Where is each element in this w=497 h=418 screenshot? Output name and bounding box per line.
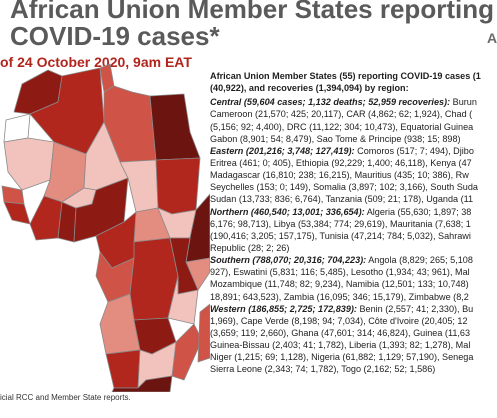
- title-line-1: African Union Member States reporting: [10, 0, 494, 24]
- region-northern-line-3: (190,416; 3,205; 157,175), Tunisia (47,2…: [210, 230, 471, 241]
- region-central-line-4: Gabon (8,901; 54; 8,479), Sao Tome & Pri…: [210, 133, 461, 144]
- region-western-line-4: Guinea-Bissau (2,403; 41; 1,782), Liberi…: [210, 340, 471, 351]
- region-eastern-line-3: Madagascar (16,810; 238; 16,215), Maurit…: [210, 170, 469, 181]
- map-region-mozambique: [171, 323, 203, 381]
- map-region-guinea: [3, 201, 31, 225]
- map-region-madagascar: [197, 303, 210, 363]
- region-heading-central: Central (59,604 cases; 1,132 deaths; 52,…: [210, 97, 451, 108]
- region-northern-line-2: 6,176; 98,713), Libya (53,384; 774; 29,6…: [210, 218, 471, 229]
- region-northern-line-1: Algeria (55,630; 1,897; 38: [364, 206, 472, 217]
- report-date: of 24 October 2020, 9am EAT: [0, 54, 192, 70]
- region-eastern: Eastern (201,216; 3,748; 127,419): Comor…: [210, 145, 497, 157]
- region-heading-western: Western (186,855; 2,725; 172,839):: [210, 303, 357, 314]
- map-region-western-sahara: [3, 113, 31, 143]
- region-heading-eastern: Eastern (201,216; 3,748; 127,419):: [210, 145, 355, 156]
- title-line-2: COVID-19 cases*: [10, 21, 220, 51]
- region-southern-line-4: 18,891; 643,523), Zambia (16,095; 346; 1…: [210, 291, 469, 302]
- region-eastern-line-4: Seychelles (153; 0; 149), Somalia (3,897…: [210, 182, 478, 193]
- summary-text: African Union Member States (55) reporti…: [210, 70, 497, 416]
- map-region-egypt: [149, 93, 201, 161]
- map-region-nigeria: [73, 177, 129, 243]
- region-heading-northern: Northern (460,540; 13,001; 336,654):: [210, 206, 365, 217]
- region-western-line-5: Niger (1,215; 69; 1,128), Nigeria (61,88…: [210, 352, 474, 363]
- map-region-tanzania: [167, 275, 199, 325]
- map-region-sudan: [155, 157, 201, 215]
- map-region-namibia: [105, 349, 141, 389]
- region-eastern-line-2: Eritrea (461; 0; 405), Ethiopia (92,229;…: [210, 157, 472, 168]
- corner-logo-fragment: A: [487, 30, 497, 46]
- region-central-line-1: Burun: [450, 97, 477, 108]
- region-western-line-1: Benin (2,557; 41; 2,330), Bu: [356, 303, 474, 314]
- region-central-line-3: (5,156; 92; 4,400), DRC (11,122; 304; 10…: [210, 121, 474, 132]
- map-region-cote-divoire: [29, 195, 63, 241]
- region-northern-line-4: Republic (28; 2; 26): [210, 242, 290, 253]
- region-central-line-2: Cameroon (21,570; 425; 20,117), CAR (4,8…: [210, 109, 473, 120]
- region-central: Central (59,604 cases; 1,132 deaths; 52,…: [210, 96, 497, 108]
- region-eastern-line-1: Comoros (517; 7; 494), Djibo: [354, 145, 474, 156]
- region-western-line-2: 1,969), Cape Verde (8,198; 94; 7,034), C…: [210, 315, 468, 326]
- map-region-south-africa: [111, 375, 173, 392]
- region-western: Western (186,855; 2,725; 172,839): Benin…: [210, 303, 497, 315]
- region-southern: Southern (788,070; 20,316; 704,223): Ang…: [210, 254, 497, 266]
- region-northern: Northern (460,540; 13,001; 336,654): Alg…: [210, 206, 497, 218]
- region-southern-line-3: Mozambique (11,748; 82; 9,234), Namibia …: [210, 279, 469, 290]
- region-heading-southern: Southern (788,070; 20,316; 704,223):: [210, 255, 367, 266]
- region-southern-line-2: 927), Eswatini (5,831; 116; 5,485), Leso…: [210, 267, 470, 278]
- region-eastern-line-5: Sudan (13,733; 836; 6,764), Tanzania (50…: [210, 194, 474, 205]
- intro-line-2: (40,922), and recoveries (1,394,094) by …: [210, 83, 409, 94]
- region-western-line-6: Sierra Leone (2,343; 74; 1,782), Togo (2…: [210, 364, 436, 375]
- source-note: icial RCC and Member State reports.: [0, 393, 131, 402]
- map-region-mauritania: [3, 137, 55, 191]
- africa-map: [1, 63, 210, 392]
- region-southern-line-1: Angola (8,829; 265; 5,108: [366, 255, 473, 266]
- page-title: African Union Member States reporting CO…: [10, 0, 497, 50]
- intro-line-1: African Union Member States (55) reporti…: [210, 71, 481, 81]
- region-western-line-3: (3,659; 119; 2,660), Ghana (47,601; 314;…: [210, 327, 471, 338]
